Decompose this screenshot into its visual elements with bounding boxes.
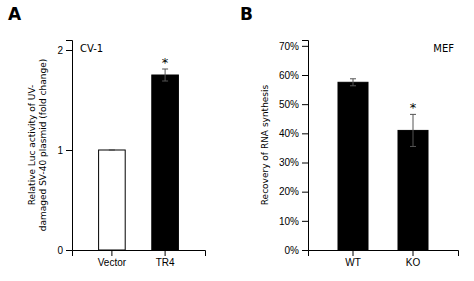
error-bar-stem: [165, 69, 166, 81]
x-axis-line: [73, 251, 206, 257]
y-tick-mark: [302, 163, 308, 164]
error-bar-stem: [413, 114, 414, 146]
y-tick: 2: [57, 45, 72, 56]
y-tick-mark: [302, 75, 308, 76]
y-tick: 0: [57, 245, 72, 256]
figure: 0 1 2 Vector TR4 Relative Luc activity of UV-…: [0, 0, 474, 281]
panel-title: A: [8, 4, 22, 24]
error-bar-cap: [109, 150, 115, 151]
y-axis-line: [66, 41, 73, 251]
x-tick-label: WT: [345, 257, 361, 268]
plot-area: [99, 69, 179, 250]
error-bar: [410, 114, 416, 146]
x-tick: KO: [406, 250, 421, 268]
x-tick: Vector: [98, 250, 127, 268]
x-tick-mark: [413, 250, 414, 256]
y-tick-mark: [302, 250, 308, 251]
panel-title: B: [240, 4, 253, 24]
error-bar-cap: [410, 146, 416, 147]
y-axis-label-line: damaged SV-40 plasmid (fold change): [38, 59, 48, 231]
error-bar-cap: [162, 81, 168, 82]
y-tick-label: 30%: [279, 157, 299, 168]
y-tick: 1: [57, 145, 72, 156]
y-tick-label: 70%: [279, 41, 299, 52]
x-tick-mark: [353, 250, 354, 256]
plot-area: [338, 79, 428, 250]
y-tick-mark: [66, 250, 72, 251]
y-tick-label: 0%: [285, 245, 300, 256]
y-axis-label: Relative Luc activity of UV-damaged SV-4…: [27, 59, 48, 231]
y-axis-label: Recovery of RNA synthesis: [260, 84, 270, 205]
panel: 0 1 2 Vector TR4 Relative Luc activity of UV-…: [27, 41, 206, 269]
bar: [99, 150, 126, 250]
y-axis: 0 1 2: [57, 41, 72, 256]
error-bar: [162, 69, 168, 81]
x-tick-mark: [111, 250, 112, 256]
error-bar: [350, 79, 356, 86]
error-bar: [109, 150, 115, 151]
error-bar-cap: [350, 85, 356, 86]
y-tick-mark: [302, 133, 308, 134]
y-tick-label: 0: [57, 245, 63, 256]
error-bar-cap: [109, 150, 115, 151]
bar: [152, 75, 179, 250]
x-tick: TR4: [156, 250, 175, 268]
y-axis-line: [302, 41, 309, 251]
x-tick-mark: [165, 250, 166, 256]
x-tick-label: KO: [406, 257, 421, 268]
x-tick-label: TR4: [156, 257, 175, 268]
error-bar-cap: [350, 78, 356, 79]
y-tick-label: 10%: [279, 216, 299, 227]
y-tick-mark: [66, 150, 72, 151]
y-tick-label: 60%: [279, 70, 299, 81]
y-tick: 0%: [285, 245, 308, 256]
y-tick: 30%: [279, 157, 308, 168]
y-tick: 40%: [279, 128, 308, 139]
y-tick: 50%: [279, 99, 308, 110]
panel-annotation: MEF: [433, 43, 454, 54]
y-tick-label: 20%: [279, 186, 299, 197]
y-tick-mark: [302, 46, 308, 47]
y-tick-mark: [302, 221, 308, 222]
x-axis: WT KO: [309, 250, 459, 268]
x-axis: Vector TR4: [73, 250, 206, 268]
y-axis-label-line: Relative Luc activity of UV-: [27, 85, 37, 206]
y-tick: 60%: [279, 70, 308, 81]
x-tick-label: Vector: [98, 257, 127, 268]
x-tick: WT: [345, 250, 361, 268]
bar: [338, 82, 368, 250]
y-axis-label-line: Recovery of RNA synthesis: [260, 84, 270, 205]
panel: 0% 10% 20% 30% 40% 50% 60% 70% WT KO Recovery of R…: [260, 41, 459, 269]
y-tick: 20%: [279, 186, 308, 197]
y-tick-label: 40%: [279, 128, 299, 139]
y-tick-label: 2: [57, 45, 63, 56]
y-tick: 10%: [279, 216, 308, 227]
significance-marker: *: [410, 100, 417, 115]
y-tick: 70%: [279, 41, 308, 52]
y-tick-mark: [66, 50, 72, 51]
y-axis: 0% 10% 20% 30% 40% 50% 60% 70%: [279, 41, 309, 256]
y-tick-mark: [302, 104, 308, 105]
significance-marker: *: [162, 55, 169, 70]
y-tick-label: 50%: [279, 99, 299, 110]
y-tick-label: 1: [57, 145, 63, 156]
error-bar-stem: [353, 79, 354, 86]
panel-annotation: CV-1: [80, 43, 103, 54]
x-axis-line: [309, 251, 459, 257]
y-tick-mark: [302, 192, 308, 193]
bar: [398, 130, 428, 250]
